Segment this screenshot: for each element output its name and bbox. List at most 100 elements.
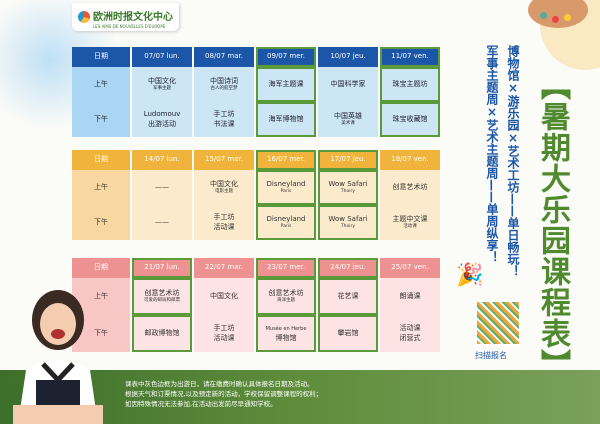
- activity-name: 花艺课: [337, 291, 359, 300]
- activity-name: Disneyland: [266, 214, 306, 223]
- activity-cell: 主题中文课 活动课: [380, 205, 440, 240]
- activity-detail: 活动课: [213, 333, 235, 342]
- logo-name-fr: LES AMIS DE NOUVELLES D'EUROPE: [93, 24, 166, 29]
- logo-mark-icon: [78, 11, 90, 23]
- activity-cell: 中国文化 军事主题: [132, 67, 192, 102]
- activity-detail: 闭营式: [399, 333, 421, 342]
- logo-name-cn: 欧洲时报文化中心: [93, 12, 173, 23]
- week-1-schedule: 日期 07/07 lun. 08/07 mar. 09/07 mer. 10/07 je…: [70, 47, 442, 137]
- week-3-schedule: 日期 21/07 lun. 22/07 mar. 23/07 mer. 24/07 je…: [70, 258, 442, 352]
- activity-cell: 中国英雄 美术课: [318, 102, 378, 137]
- activity-cell: Musée en Herbe 博物馆: [256, 315, 316, 352]
- note-line: 如因特殊情况无法参加,在活动出发前尽早通知学校。: [125, 399, 277, 408]
- period-label: 上午: [72, 67, 130, 102]
- activity-cell: 活动课 闭营式: [380, 315, 440, 352]
- activity-name: 中国科学家: [330, 79, 366, 88]
- activity-name: 创意艺术坊: [144, 288, 180, 297]
- activity-name: 中国文化: [210, 179, 238, 188]
- date-label: 日期: [72, 258, 130, 278]
- paint-palette-icon: [528, 0, 588, 28]
- activity-detail: 古人的航空梦: [210, 86, 238, 92]
- activity-cell: 创意艺术坊 可爱的邮局和邮票: [132, 278, 192, 315]
- afternoon-row: 下午 —— 手工坊 活动课 Disneyland Paris Wow Safari Thoir…: [72, 205, 440, 240]
- activity-cell: Disneyland Paris: [256, 170, 316, 205]
- activity-detail: 书法课: [213, 119, 235, 128]
- notes: 课表中灰色边框为出游日，请在缴费时确认具体报名日期及活动。 根据天气和订票情况,…: [125, 380, 322, 409]
- activity-name: 手工坊: [213, 324, 235, 333]
- activity-name: 海军博物馆: [268, 114, 304, 123]
- date-cell: 11/07 ven.: [380, 47, 440, 67]
- activity-detail: Paris: [280, 224, 292, 230]
- date-cell: 17/07 jeu.: [318, 150, 378, 170]
- activity-cell: 手工坊 书法课: [194, 102, 254, 137]
- activity-cell: ——: [132, 205, 192, 240]
- child-photo: [13, 290, 103, 424]
- activity-detail: 出游活动: [148, 119, 176, 128]
- qr-code[interactable]: [475, 300, 521, 346]
- activity-cell: 朗诵课: [380, 278, 440, 315]
- date-cell: 07/07 lun.: [132, 47, 192, 67]
- activity-name: 活动课: [399, 324, 421, 333]
- page-title: 【暑期大乐园课程表】: [535, 70, 570, 380]
- activity-detail: 美术课: [341, 121, 355, 127]
- activity-name: 手工坊: [213, 213, 235, 222]
- note-line: 课表中灰色边框为出游日，请在缴费时确认具体报名日期及活动。: [125, 380, 314, 388]
- date-cell: 15/07 mar.: [194, 150, 254, 170]
- morning-row: 上午 中国文化 军事主题 中国诗词 古人的航空梦 海军主题课 中国科学家 珠宝主题坊: [72, 67, 440, 102]
- activity-cell: Disneyland Paris: [256, 205, 316, 240]
- date-cell: 16/07 mer.: [256, 150, 316, 170]
- header-row: 日期 14/07 lun. 15/07 mar. 16/07 mer. 17/07 je…: [72, 150, 440, 170]
- activity-name: 海军主题课: [268, 79, 304, 88]
- date-cell: 22/07 mar.: [194, 258, 254, 278]
- activity-detail: 军事主题: [153, 86, 171, 92]
- activity-detail: Paris: [280, 189, 292, 195]
- activity-cell: 中国文化 电影主题: [194, 170, 254, 205]
- activity-name: 邮政博物馆: [144, 328, 180, 337]
- activity-name: Wow Safari: [328, 179, 368, 188]
- scan-label: 扫描报名: [475, 351, 507, 360]
- date-cell: 23/07 mer.: [256, 258, 316, 278]
- activity-detail: 博物馆: [275, 333, 297, 342]
- activity-name: 创意艺术坊: [268, 288, 304, 297]
- party-popper-icon: 🎉: [456, 263, 484, 288]
- date-label: 日期: [72, 150, 130, 170]
- activity-name: 珠宝收藏馆: [392, 114, 428, 123]
- afternoon-row: 下午 邮政博物馆 手工坊 活动课 Musée en Herbe 博物馆 攀岩馆 活动课 闭营式: [72, 315, 440, 352]
- header-row: 日期 21/07 lun. 22/07 mar. 23/07 mer. 24/07 je…: [72, 258, 440, 278]
- activity-name: ——: [155, 217, 169, 226]
- activity-cell: 中国诗词 古人的航空梦: [194, 67, 254, 102]
- activity-name: 主题中文课: [392, 214, 428, 223]
- activity-detail: 电影主题: [215, 189, 233, 195]
- activity-cell: Wow Safari Thoiry: [318, 205, 378, 240]
- activity-name: 中国英雄: [334, 111, 362, 120]
- date-cell: 18/07 ven.: [380, 150, 440, 170]
- note-line: 根据天气和订票情况,以及预定新的活动，学校保留调整课程的权利；: [125, 389, 323, 398]
- date-cell: 21/07 lun.: [132, 258, 192, 278]
- activity-detail: Thoiry: [340, 189, 356, 195]
- date-cell: 24/07 jeu.: [318, 258, 378, 278]
- activity-name: Disneyland: [266, 179, 306, 188]
- activity-name: 朗诵课: [399, 291, 421, 300]
- date-label: 日期: [72, 47, 130, 67]
- activity-cell: 手工坊 活动课: [194, 205, 254, 240]
- date-cell: 14/07 lun.: [132, 150, 192, 170]
- week-2-schedule: 日期 14/07 lun. 15/07 mar. 16/07 mer. 17/07 je…: [70, 150, 442, 240]
- activity-cell: 邮政博物馆: [132, 315, 192, 352]
- activity-cell: 花艺课: [318, 278, 378, 315]
- period-label: 下午: [72, 205, 130, 240]
- activity-name: 创意艺术坊: [392, 182, 428, 191]
- activity-name: 中国诗词: [210, 76, 238, 85]
- activity-cell: Wow Safari Thoiry: [318, 170, 378, 205]
- activity-cell: 创意艺术坊: [380, 170, 440, 205]
- date-cell: 10/07 jeu.: [318, 47, 378, 67]
- subtitle-2: 军事主题周×艺术主题周——单周纵享！: [485, 45, 499, 263]
- activity-cell: 海军主题课: [256, 67, 316, 102]
- activity-cell: 手工坊 活动课: [194, 315, 254, 352]
- activity-name: 攀岩馆: [337, 328, 359, 337]
- date-cell: 08/07 mar.: [194, 47, 254, 67]
- activity-cell: Ludomouv 出游活动: [132, 102, 192, 137]
- period-label: 上午: [72, 170, 130, 205]
- activity-cell: 珠宝主题坊: [380, 67, 440, 102]
- activity-name: ——: [155, 182, 169, 191]
- activity-name: Musée en Herbe: [265, 326, 307, 333]
